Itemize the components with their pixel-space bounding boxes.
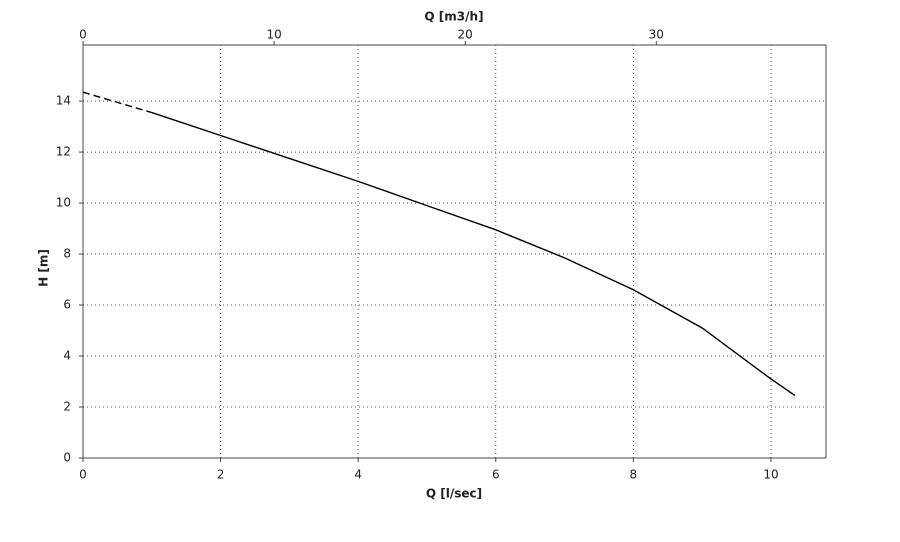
y-tick-label: 2 xyxy=(63,400,71,414)
y-tick-label: 10 xyxy=(56,196,71,210)
y-tick-label: 6 xyxy=(63,298,71,312)
curve xyxy=(151,111,796,397)
x2-axis-label: Q [m3/h] xyxy=(424,10,483,24)
x-tick-label: 2 xyxy=(217,468,225,482)
y-tick-label: 14 xyxy=(56,94,71,108)
x-axis-label: Q [l/sec] xyxy=(426,487,482,501)
x-tick-label: 4 xyxy=(354,468,362,482)
x2-tick-label: 10 xyxy=(266,28,281,42)
plot-frame xyxy=(82,44,827,459)
y-tick-label: 8 xyxy=(63,247,71,261)
x-tick-label: 0 xyxy=(79,468,87,482)
x2-tick-label: 0 xyxy=(79,28,87,42)
y-tick-label: 12 xyxy=(56,145,71,159)
y-axis-label: H [m] xyxy=(37,249,51,287)
y-tick-label: 0 xyxy=(63,451,71,465)
x2-tick-label: 30 xyxy=(649,28,664,42)
curve xyxy=(82,91,152,114)
x2-tick-label: 20 xyxy=(458,28,473,42)
x-tick-label: 6 xyxy=(492,468,500,482)
x-tick-label: 8 xyxy=(630,468,638,482)
x-tick-label: 10 xyxy=(763,468,778,482)
y-tick-label: 4 xyxy=(63,349,71,363)
